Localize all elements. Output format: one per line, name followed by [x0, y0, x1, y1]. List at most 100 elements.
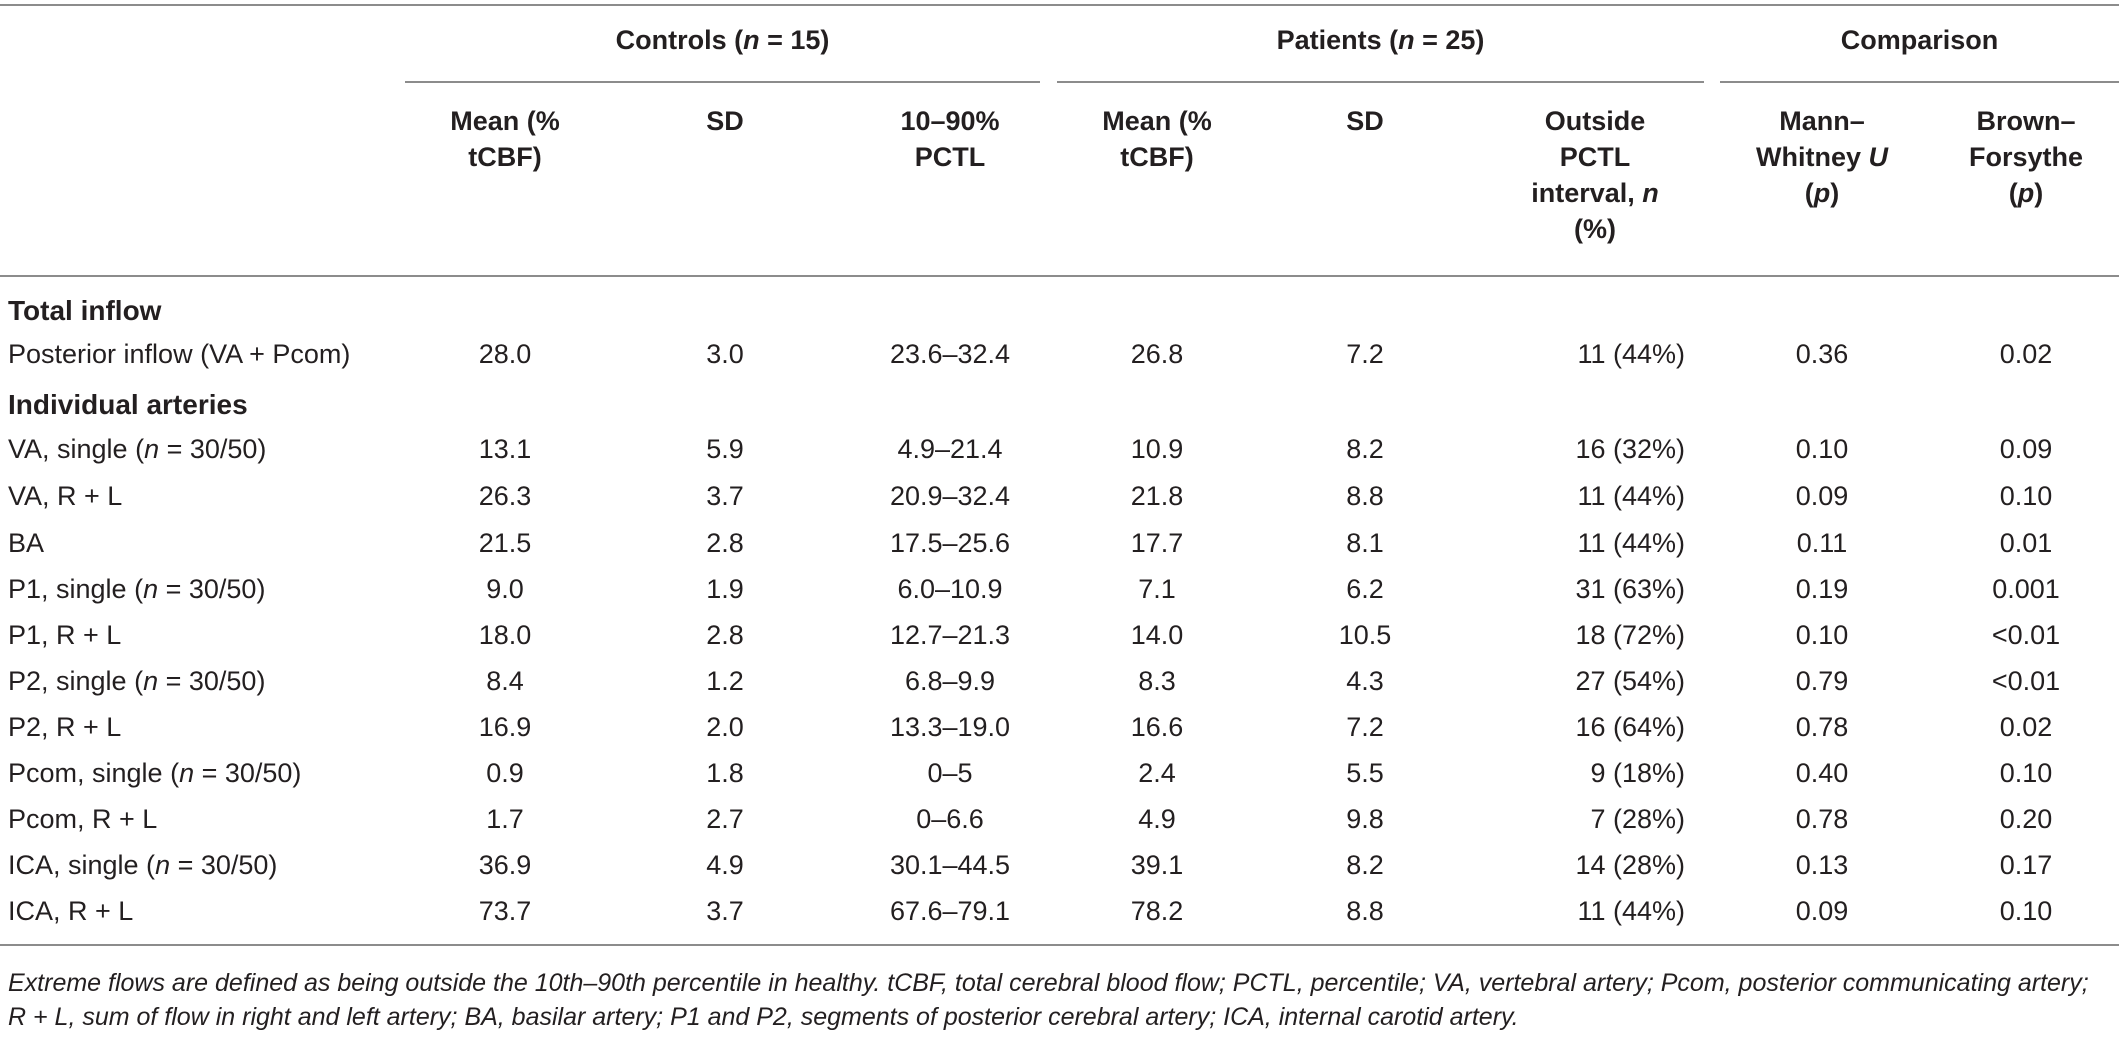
cell-bf: 0.02	[1999, 339, 2053, 369]
cell-p-sd: 8.8	[1346, 481, 1384, 511]
cell-p-outside: 11 (44%)	[1577, 339, 1685, 369]
cell-c-sd: 2.8	[706, 528, 744, 558]
cell-mwu: 0.78	[1795, 804, 1849, 834]
cell-c-mean: 1.7	[486, 804, 524, 834]
cell-c-sd: 2.0	[706, 712, 744, 742]
row-label: P2, single (n = 30/50)	[8, 666, 266, 696]
row-label: VA, single (n = 30/50)	[8, 434, 267, 464]
cell-c-sd: 1.8	[706, 758, 744, 788]
cell-c-pctl: 17.5–25.6	[889, 528, 1011, 558]
cell-p-outside: 11 (44%)	[1577, 481, 1685, 511]
header-line: tCBF)	[468, 142, 542, 172]
header-line: Brown–	[1976, 106, 2076, 136]
row-label: Pcom, R + L	[8, 804, 158, 834]
cell-p-sd: 8.1	[1346, 528, 1384, 558]
cell-mwu: 0.40	[1795, 758, 1849, 788]
cell-mwu: 0.10	[1795, 620, 1849, 650]
cell-bf: 0.01	[1999, 528, 2053, 558]
header-line: SD	[706, 106, 744, 136]
cell-mwu: 0.36	[1795, 339, 1849, 369]
cell-p-sd: 5.5	[1346, 758, 1384, 788]
cell-p-mean: 21.8	[1130, 481, 1184, 511]
cell-c-sd: 3.0	[706, 339, 744, 369]
cell-p-sd: 9.8	[1346, 804, 1384, 834]
cell-c-sd: 1.2	[706, 666, 744, 696]
cell-c-mean: 0.9	[486, 758, 524, 788]
cell-mwu: 0.11	[1796, 528, 1848, 558]
header-line: tCBF)	[1120, 142, 1194, 172]
row-label: BA	[8, 528, 45, 558]
col-header-patients-sd: SD	[1265, 103, 1465, 139]
controls-group-rule	[405, 81, 1040, 83]
cell-c-pctl: 6.0–10.9	[897, 574, 1003, 604]
cell-p-mean: 16.6	[1130, 712, 1184, 742]
cell-bf: 0.001	[1992, 574, 2060, 604]
cell-p-sd: 8.8	[1346, 896, 1384, 926]
col-header-patients-mean: Mean (% tCBF)	[1057, 103, 1257, 175]
header-line: Mean (%	[1102, 106, 1212, 136]
cell-bf: 0.10	[1999, 481, 2053, 511]
cell-c-pctl: 67.6–79.1	[889, 896, 1011, 926]
cell-mwu: 0.78	[1795, 712, 1849, 742]
header-line: Forsythe	[1968, 142, 2084, 172]
row-label: ICA, single (n = 30/50)	[8, 850, 278, 880]
header-line: (p)	[2008, 178, 2044, 208]
cell-p-sd: 10.5	[1338, 620, 1392, 650]
group-header-controls: Controls (n = 15)	[615, 25, 830, 55]
cell-c-sd: 4.9	[706, 850, 744, 880]
cell-c-sd: 3.7	[706, 481, 744, 511]
row-label: VA, R + L	[8, 481, 123, 511]
cell-bf: 0.17	[1999, 850, 2053, 880]
cell-p-mean: 14.0	[1130, 620, 1184, 650]
cell-p-sd: 6.2	[1346, 574, 1384, 604]
cell-p-sd: 7.2	[1346, 339, 1384, 369]
group-header-comparison: Comparison	[1840, 25, 1999, 55]
cell-p-sd: 8.2	[1346, 850, 1384, 880]
top-rule	[0, 4, 2119, 6]
header-line: (p)	[1804, 178, 1840, 208]
col-header-brown-forsythe: Brown– Forsythe (p)	[1936, 103, 2116, 211]
group-header-patients: Patients (n = 25)	[1276, 25, 1485, 55]
comparison-group-rule	[1720, 81, 2119, 83]
row-label: Posterior inflow (VA + Pcom)	[8, 339, 351, 369]
cell-mwu: 0.09	[1795, 896, 1849, 926]
header-bottom-rule	[0, 275, 2119, 277]
cell-p-outside: 27 (54%)	[1575, 666, 1685, 696]
header-line: Mean (%	[450, 106, 560, 136]
cell-mwu: 0.13	[1795, 850, 1849, 880]
cell-mwu: 0.79	[1795, 666, 1849, 696]
cell-p-outside: 31 (63%)	[1575, 574, 1685, 604]
cell-c-pctl: 0–6.6	[916, 804, 984, 834]
header-line: Outside	[1544, 106, 1646, 136]
row-label: P1, R + L	[8, 620, 122, 650]
cell-c-pctl: 30.1–44.5	[889, 850, 1011, 880]
cell-p-outside: 7 (28%)	[1590, 804, 1685, 834]
cell-p-mean: 39.1	[1130, 850, 1184, 880]
cell-c-pctl: 4.9–21.4	[897, 434, 1003, 464]
cell-p-sd: 7.2	[1346, 712, 1384, 742]
header-line: interval, n	[1531, 178, 1659, 208]
cell-p-outside: 11 (44%)	[1577, 896, 1685, 926]
row-label: P2, R + L	[8, 712, 122, 742]
cell-c-pctl: 20.9–32.4	[889, 481, 1011, 511]
cell-c-sd: 2.8	[706, 620, 744, 650]
cell-p-mean: 17.7	[1130, 528, 1184, 558]
cell-c-sd: 2.7	[706, 804, 744, 834]
cell-p-mean: 7.1	[1138, 574, 1176, 604]
cell-c-mean: 36.9	[478, 850, 532, 880]
cell-c-mean: 28.0	[478, 339, 532, 369]
section-individual-arteries: Individual arteries	[8, 389, 248, 420]
cell-bf: 0.10	[1999, 758, 2053, 788]
cell-c-pctl: 12.7–21.3	[889, 620, 1011, 650]
col-header-controls-sd: SD	[625, 103, 825, 139]
cell-mwu: 0.10	[1795, 434, 1849, 464]
cell-c-sd: 1.9	[706, 574, 744, 604]
section-total-inflow: Total inflow	[8, 295, 162, 326]
cell-c-mean: 26.3	[478, 481, 532, 511]
cell-p-mean: 4.9	[1138, 804, 1176, 834]
cell-p-outside: 16 (32%)	[1575, 434, 1685, 464]
cell-bf: 0.20	[1999, 804, 2053, 834]
cell-bf: 0.02	[1999, 712, 2053, 742]
cell-p-mean: 8.3	[1138, 666, 1176, 696]
cell-p-mean: 26.8	[1130, 339, 1184, 369]
